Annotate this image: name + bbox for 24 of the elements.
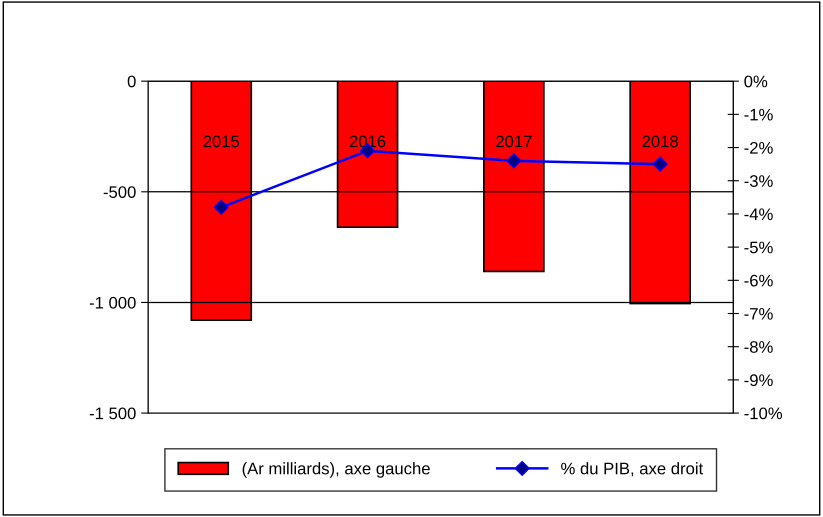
y2-tick-label: -5% <box>744 242 773 254</box>
y2-tick-label: -10% <box>744 407 782 420</box>
point <box>214 200 229 215</box>
y2-tick-label: -6% <box>744 274 773 287</box>
y-tick-label: -500 <box>104 186 136 198</box>
y2-tick-label: -8% <box>744 341 773 353</box>
y-tick-label: -1 500 <box>90 407 136 420</box>
x-tick-label: 2015 <box>204 136 240 148</box>
y-tick-label: -1 000 <box>90 296 136 309</box>
y2-tick-label: 0% <box>744 76 768 88</box>
y2-tick-label: -9% <box>744 374 773 386</box>
legend-label: (Ar milliards), axe gauche <box>242 462 430 478</box>
x-tick-label: 2017 <box>496 136 532 148</box>
y2-tick-label: -4% <box>744 208 773 220</box>
y2-tick-label: -3% <box>744 175 773 187</box>
y2-tick-label: -2% <box>744 142 773 154</box>
y2-tick-label: -7% <box>744 308 773 320</box>
legend-label: % du PIB, axe droit <box>561 462 704 476</box>
x-tick-label: 2016 <box>350 136 386 148</box>
y2-tick-label: -1% <box>744 108 773 120</box>
x-tick-label: 2018 <box>642 136 678 148</box>
point <box>506 153 522 168</box>
y-tick-label: 0 <box>128 76 136 88</box>
point <box>652 156 668 172</box>
